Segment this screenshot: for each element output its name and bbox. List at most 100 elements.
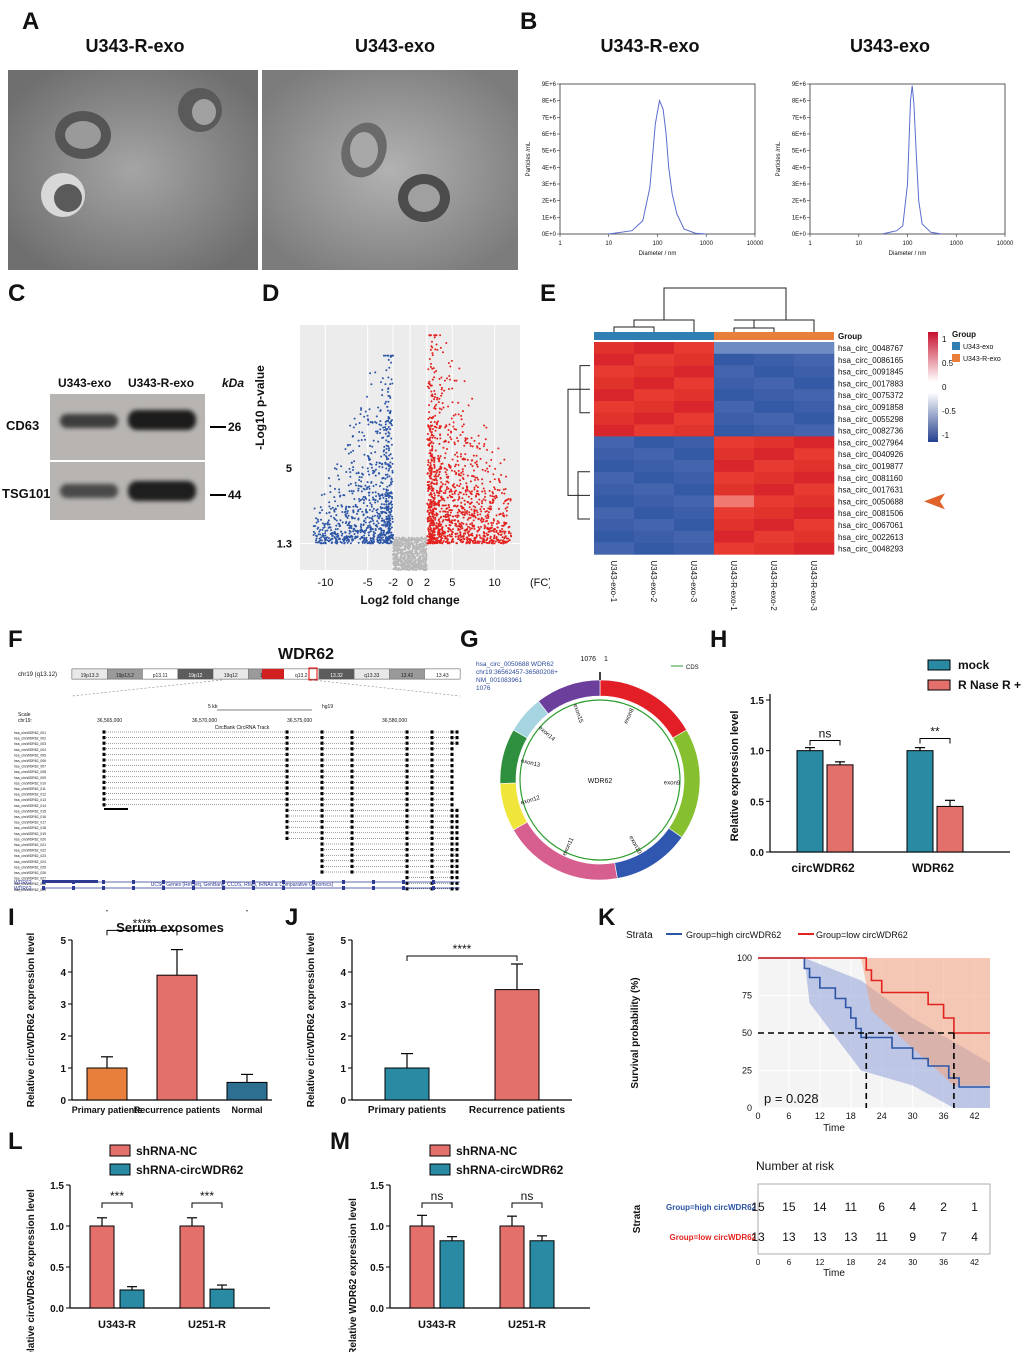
point-down [388,475,391,478]
point-up [443,456,446,459]
chr-text: chr19: [18,718,32,724]
point-down [360,439,363,442]
panel-letter-b: B [520,8,538,35]
risk-table-frame [757,1183,991,1255]
point-up [463,499,466,502]
circrna-label: hsa_circWDR62_008 [14,770,46,774]
point-ns [414,552,417,555]
point-up [429,429,432,432]
point-up [510,535,513,538]
point-up [462,540,465,543]
point-down [341,505,344,508]
point-down [344,531,347,534]
row-label: hsa_circ_0067061 [838,521,904,530]
point-up [431,354,434,357]
point-up [433,482,436,485]
point-down [386,489,389,492]
point-up [437,525,440,528]
point-ns [407,548,410,551]
point-up [435,479,438,482]
x-tick-label: U251-R [188,1319,226,1331]
point-down [350,451,353,454]
point-up [474,516,477,519]
point-ns [395,553,398,556]
point-up [479,513,482,516]
heatmap-cell [594,353,635,366]
point-up [454,413,457,416]
point-down [350,461,353,464]
point-up [428,520,431,523]
point-up [431,488,434,491]
point-up [493,528,496,531]
lane-label-1: U343-exo [58,376,112,390]
point-down [344,513,347,516]
point-up [429,515,432,518]
row-label: hsa_circ_0050688 [838,497,904,506]
panel-letter-i: I [8,904,15,931]
point-up [446,534,449,537]
exon-block [285,814,289,818]
heatmap-cell [674,471,715,484]
exon-label: exon9 [664,780,681,787]
point-up [427,459,430,462]
point-up [447,405,450,408]
y-tick-label: 5E+6 [542,149,557,155]
point-up [501,514,504,517]
point-ns [400,565,403,568]
point-ns [423,566,426,569]
bar [826,764,854,853]
point-down [371,491,374,494]
point-down [347,522,350,525]
point-down [383,445,386,448]
point-down [353,533,356,536]
point-up [441,520,444,523]
point-up [483,508,486,511]
point-up [490,458,493,461]
exon-block [405,747,409,751]
point-up [476,490,479,493]
gene-exon [282,880,285,884]
point-down [328,511,331,514]
exon-block [350,853,354,857]
row-label: hsa_circ_0082736 [838,427,904,436]
point-up [456,542,459,545]
point-up [459,534,462,537]
point-down [337,474,340,477]
point-up [469,528,472,531]
point-up [461,425,464,428]
exon-block [455,864,459,868]
heatmap-cell [794,342,835,355]
point-up [460,521,463,524]
point-up [437,494,440,497]
risk-count: 13 [844,1230,858,1244]
point-down [358,430,361,433]
exon-block [450,831,454,835]
point-down [374,451,377,454]
heatmap-cell [634,471,675,484]
x-tick-label: 10 [605,241,612,247]
exon-block [430,853,434,857]
point-down [374,529,377,532]
exon-block [450,853,454,857]
point-down [351,492,354,495]
point-up [450,490,453,493]
risk-group-label: Group=low circWDR62 [670,1233,757,1242]
point-up [458,497,461,500]
exon-block [450,780,454,784]
point-down [384,523,387,526]
point-down [370,452,373,455]
point-down [357,487,360,490]
point-up [439,510,442,513]
point-up [488,505,491,508]
x-tick-label: 2 [424,577,430,589]
point-down [344,448,347,451]
point-down [329,484,332,487]
point-ns [404,546,407,549]
exon-block [450,741,454,745]
heatmap-cell [674,507,715,520]
point-up [466,512,469,515]
exon-block [405,831,409,835]
point-up [440,507,443,510]
point-up [459,531,462,534]
scalebar-text: 5 kb [208,704,218,710]
